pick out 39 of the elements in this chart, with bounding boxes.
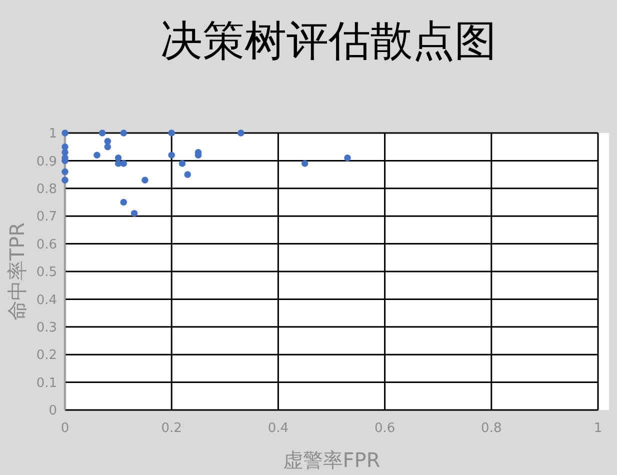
y-axis-title: 命中率TPR xyxy=(5,222,29,321)
x-tick-label: 0 xyxy=(60,421,70,436)
y-tick-label: 0.4 xyxy=(36,292,57,308)
point xyxy=(344,154,351,162)
point xyxy=(168,152,175,159)
point xyxy=(184,171,191,178)
point xyxy=(120,130,128,136)
y-tick-label: 1 xyxy=(48,126,57,142)
point xyxy=(130,210,138,217)
y-tick-label: 0.7 xyxy=(36,210,57,225)
point xyxy=(62,130,68,136)
point xyxy=(238,130,244,136)
y-tick-label: 0.2 xyxy=(36,348,57,364)
x-tick-label: 1 xyxy=(594,421,602,436)
x-tick-label: 0.4 xyxy=(268,421,289,436)
point xyxy=(168,130,175,136)
y-tick-label: 0.3 xyxy=(36,320,57,336)
point xyxy=(98,130,106,136)
point xyxy=(62,176,68,184)
y-tick-label: 0.6 xyxy=(36,237,57,252)
point xyxy=(94,152,100,159)
x-tick-label: 0.8 xyxy=(481,421,502,436)
y-tick-label: 0.8 xyxy=(36,182,57,197)
y-tick-label: 0.5 xyxy=(36,265,57,280)
x-tick-label: 0.6 xyxy=(374,421,396,436)
x-tick-label: 0.2 xyxy=(161,421,182,436)
y-tick-label: 0.9 xyxy=(36,154,57,170)
point xyxy=(301,160,308,167)
point xyxy=(120,198,128,206)
chart-title: 决策树评估散点图 xyxy=(160,16,496,65)
y-tick-label: 0 xyxy=(48,404,57,419)
point xyxy=(104,143,112,150)
y-tick-label: 0.1 xyxy=(36,376,57,391)
point xyxy=(120,160,128,167)
point xyxy=(178,160,186,167)
x-axis-title: 虚警率FPR xyxy=(282,448,380,472)
point xyxy=(142,176,148,184)
point xyxy=(62,168,68,176)
point xyxy=(104,138,112,145)
